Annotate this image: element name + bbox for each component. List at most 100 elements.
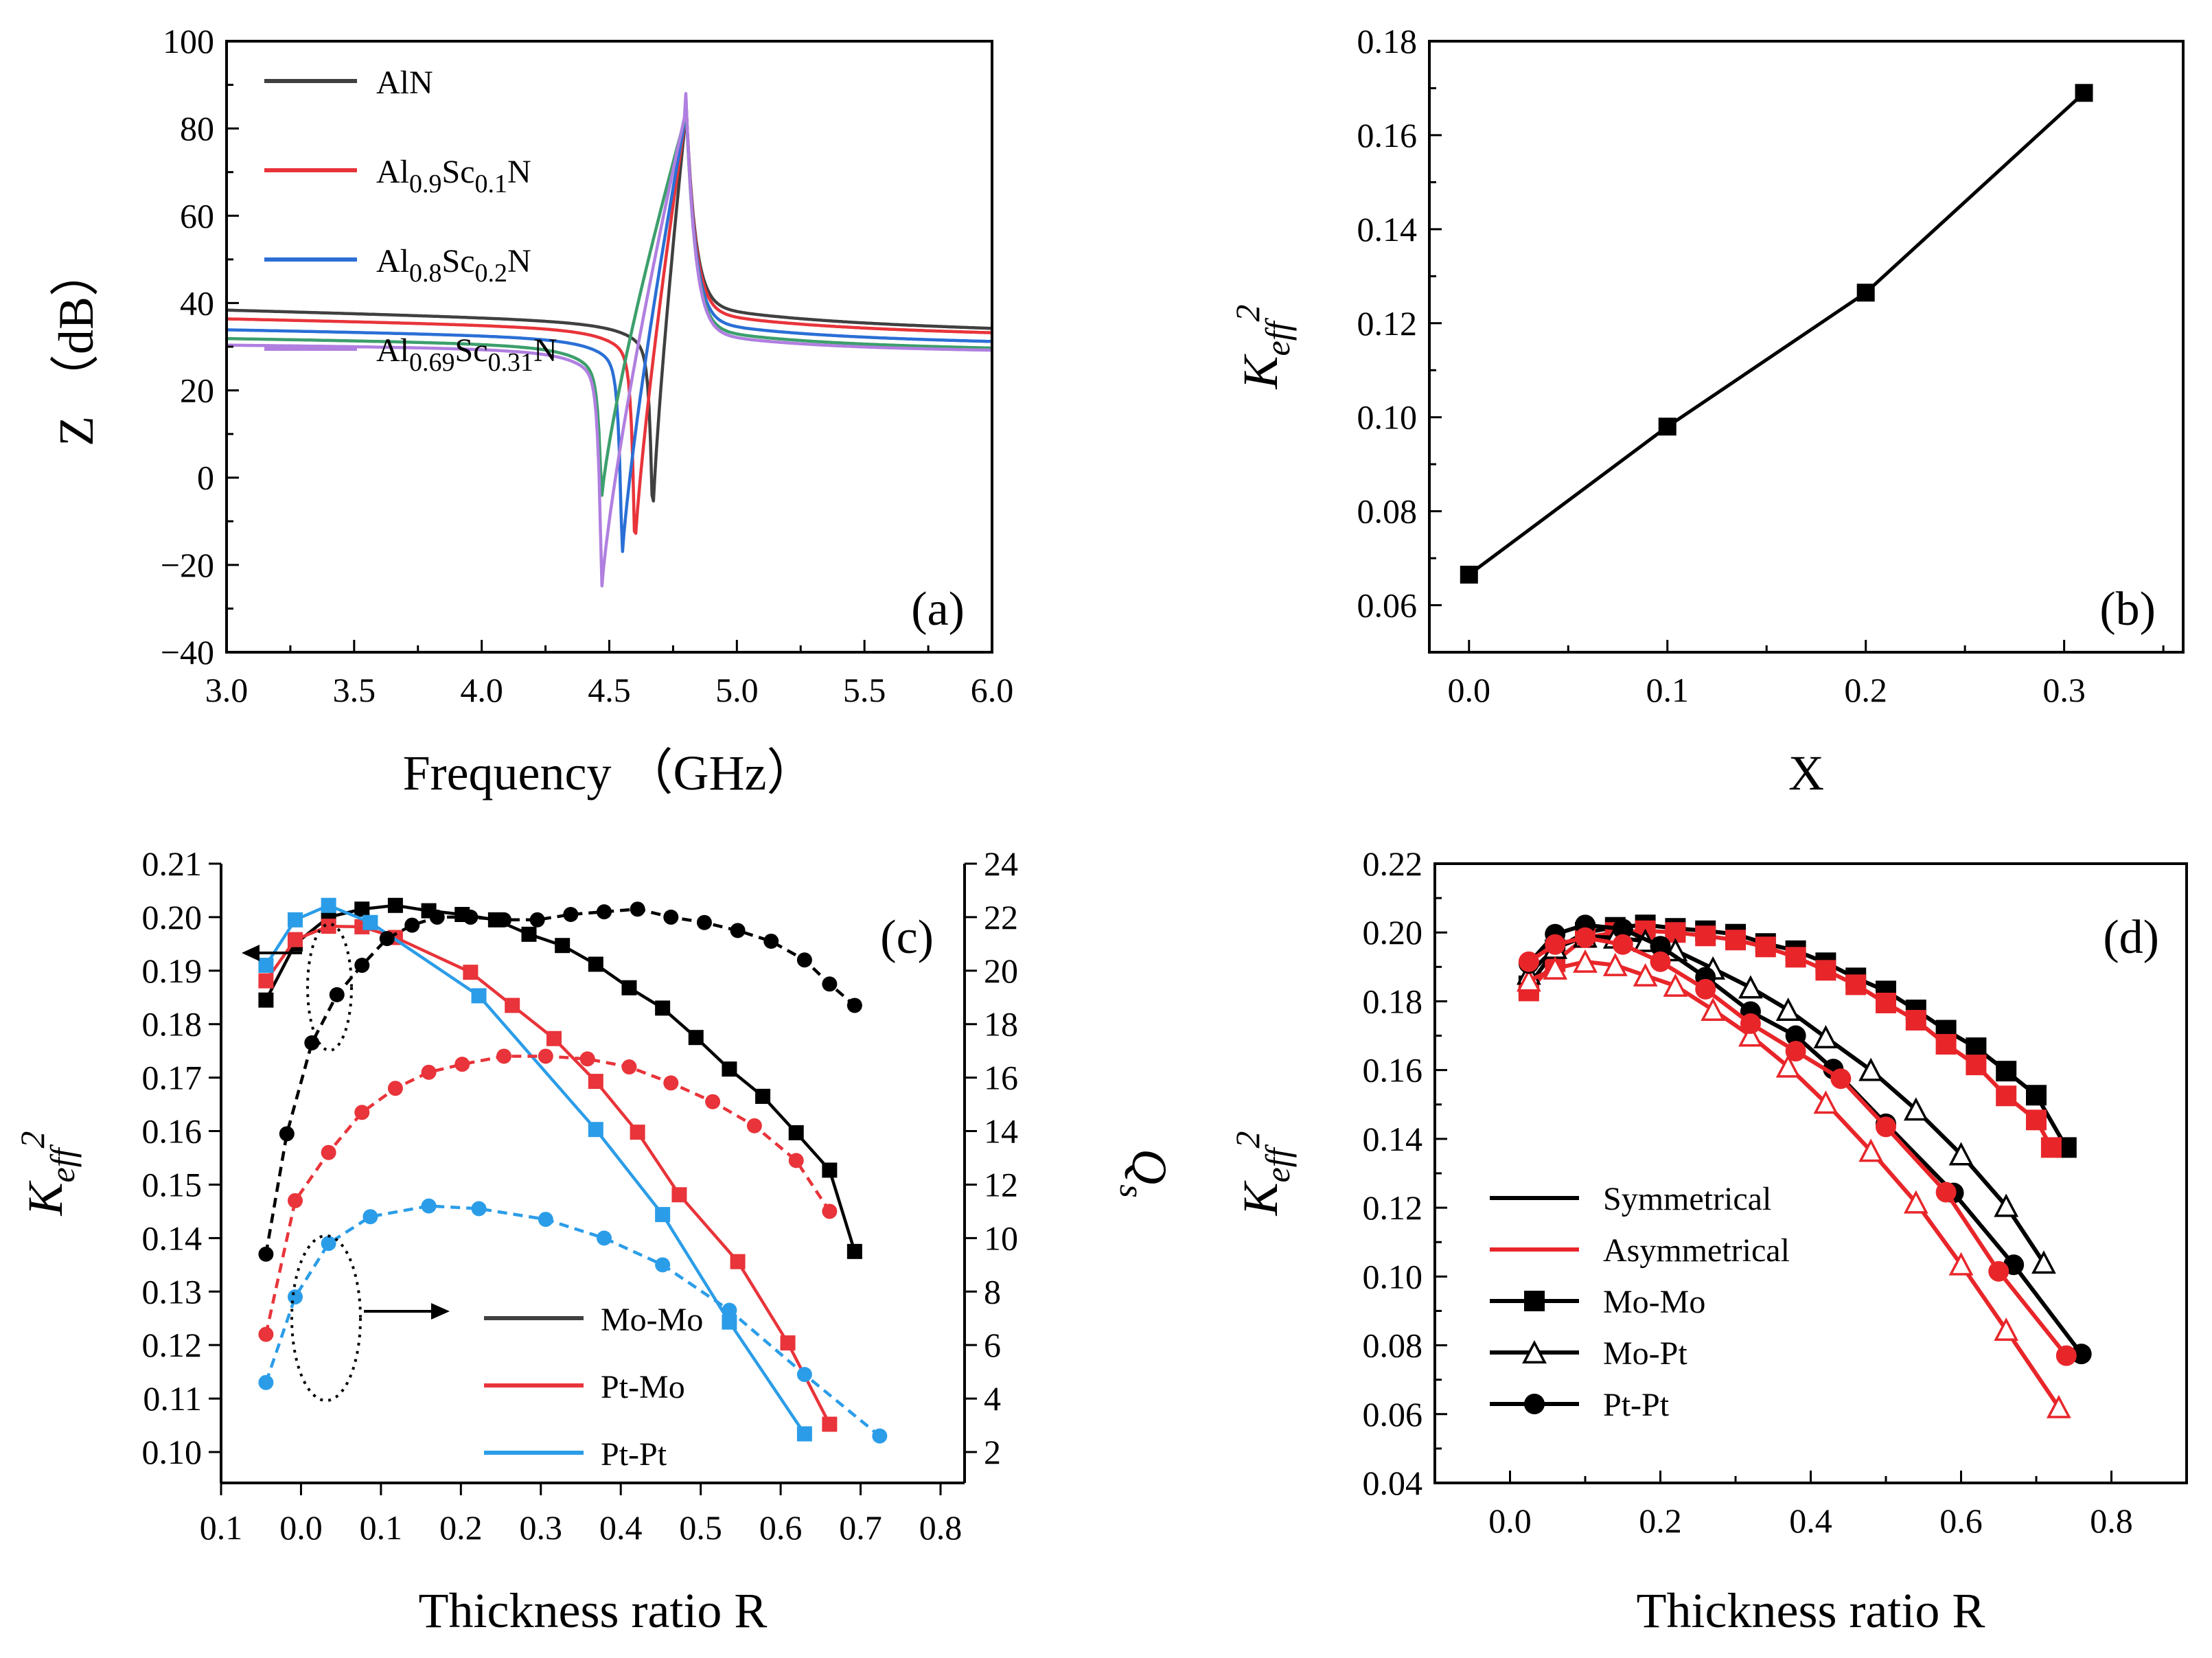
data-point — [321, 1144, 336, 1160]
data-point — [1830, 1068, 1852, 1090]
legend-marker — [1522, 1339, 1547, 1363]
data-point — [763, 933, 779, 949]
panel-c-ytick-label: 0.19 — [142, 952, 203, 990]
legend-label: Al0.9Sc0.1N — [376, 154, 531, 198]
data-point — [1738, 1023, 1763, 1047]
data-point — [655, 1207, 671, 1223]
data-point — [579, 1051, 595, 1067]
data-point — [429, 909, 445, 925]
panel-label: (a) — [911, 583, 965, 636]
panel-b-xtick-label: 0.2 — [1844, 671, 1887, 709]
panel-c-ytick-label: 0.14 — [142, 1219, 203, 1257]
data-point — [354, 958, 370, 974]
panel-c-ytick-right-label: 18 — [984, 1005, 1018, 1044]
data-point — [2071, 1344, 2092, 1365]
data-point — [1701, 997, 1726, 1021]
panel-a-xtick-label: 5.0 — [715, 671, 759, 709]
series-line-5 — [264, 1204, 881, 1438]
data-point — [730, 1254, 746, 1269]
data-point — [555, 938, 571, 954]
series-line — [1468, 91, 2086, 577]
panel-c-xtick-label: 0.1 — [200, 1508, 243, 1547]
data-point — [546, 1031, 562, 1046]
data-point — [796, 1426, 812, 1442]
panel-c-ytick-label: 0.12 — [142, 1326, 203, 1364]
data-point — [529, 912, 545, 928]
data-point — [1935, 1034, 1957, 1055]
data-point — [663, 909, 679, 925]
y-axis-label: Keff2 — [1228, 1131, 1297, 1216]
panel-c-ytick-label: 0.17 — [142, 1059, 203, 1097]
panel-c-xtick-label: 0.6 — [759, 1508, 803, 1547]
legend-label: Al0.8Sc0.2N — [376, 243, 531, 288]
data-point — [362, 914, 378, 930]
data-point — [688, 1030, 704, 1046]
panel-c-ytick-right-label: 14 — [984, 1112, 1018, 1151]
panel-b-ytick-label: 0.08 — [1357, 492, 1418, 531]
legend-label: Pt-Pt — [601, 1436, 667, 1473]
panel-b-ytick-label: 0.16 — [1357, 116, 1418, 154]
data-point — [1905, 1010, 1926, 1031]
data-point — [755, 1088, 771, 1104]
right-axis-group-ellipse — [290, 1234, 362, 1402]
panel-a-ytick-label: 80 — [180, 109, 214, 148]
y-axis-label: Z （dB） — [49, 247, 104, 446]
panel-c-ytick-right-label: 10 — [984, 1219, 1018, 1257]
data-point — [730, 923, 746, 939]
data-point — [1935, 1182, 1957, 1203]
data-point — [705, 1094, 721, 1109]
data-point — [258, 1326, 274, 1342]
panel-b-ytick-label: 0.10 — [1357, 398, 1418, 437]
panel-c-ytick-label: 0.11 — [143, 1379, 202, 1418]
data-point — [387, 897, 403, 913]
legend-label: Mo-Pt — [1603, 1335, 1687, 1372]
panel-d-ytick-label: 0.16 — [1363, 1051, 1423, 1090]
panel-c-xtick-label: 0.7 — [839, 1508, 882, 1547]
data-point — [655, 1257, 671, 1273]
x-axis-label: Frequency （GHz） — [403, 746, 816, 801]
data-point — [1518, 951, 1539, 972]
panel-a-xtick-label: 4.0 — [460, 671, 503, 709]
data-point — [872, 1428, 888, 1444]
legend-marker — [1524, 1394, 1545, 1414]
data-point — [1695, 978, 1716, 1000]
legend-label: AlN — [376, 65, 433, 101]
data-point — [321, 1236, 336, 1252]
legend-label: Mo-Mo — [1603, 1284, 1705, 1320]
panel-c-ytick-label: 0.18 — [142, 1005, 203, 1044]
data-point — [1994, 1317, 2019, 1342]
panel-d-xtick-label: 0.8 — [2090, 1501, 2133, 1540]
data-point — [2040, 1137, 2062, 1158]
data-point — [1876, 992, 1896, 1013]
panel-c-ytick-label: 0.20 — [142, 898, 203, 936]
data-point — [321, 919, 336, 934]
x-axis-label: X — [1788, 746, 1824, 801]
data-point — [387, 1081, 403, 1096]
panel-a-xtick-label: 3.0 — [205, 671, 249, 709]
data-point — [788, 1153, 804, 1168]
data-point — [621, 1059, 637, 1075]
legend-label: Pt-Mo — [601, 1369, 685, 1405]
panel-a-ytick-label: 40 — [180, 284, 214, 322]
panel-b-xtick-label: 0.3 — [2042, 671, 2086, 709]
panel-c-ytick-right-label: 16 — [984, 1059, 1018, 1097]
data-point — [329, 987, 345, 1002]
data-point — [1695, 925, 1716, 947]
legend-label: Al0.69Sc0.31N — [376, 332, 557, 377]
data-point — [588, 1074, 603, 1090]
panel-d-xtick-label: 0.2 — [1639, 1501, 1682, 1540]
x-axis-label: Thickness ratio R — [419, 1583, 768, 1638]
data-point — [287, 1193, 303, 1208]
panel-a-ytick-label: −20 — [161, 546, 214, 584]
panel-b-ytick-label: 0.14 — [1357, 210, 1418, 249]
panel-d-ytick-label: 0.10 — [1363, 1257, 1423, 1296]
data-point — [2055, 1345, 2077, 1366]
data-point — [287, 932, 303, 947]
data-point — [1988, 1260, 2009, 1282]
data-point — [404, 917, 420, 933]
data-point — [1658, 417, 1677, 436]
panel-d-ytick-label: 0.22 — [1363, 844, 1423, 883]
data-point — [538, 1048, 553, 1064]
data-point — [780, 1335, 796, 1351]
